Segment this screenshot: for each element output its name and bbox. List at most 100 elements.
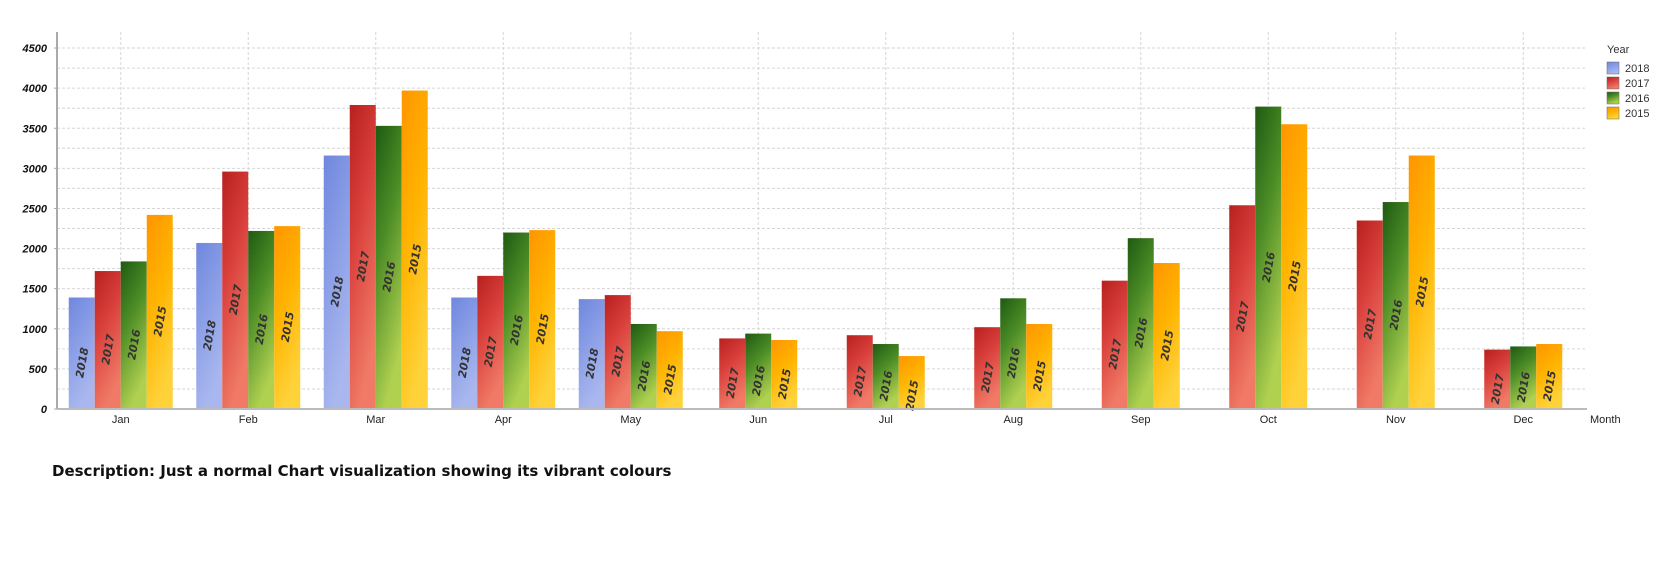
legend-label-2016: 2016 [1625, 93, 1649, 105]
bar-label: 2017 [851, 365, 869, 398]
bar-label: 2018 [201, 319, 219, 352]
bar-label: 2017 [227, 283, 245, 316]
chart-description: Description: Just a normal Chart visuali… [52, 462, 672, 480]
y-tick-label: 1000 [23, 324, 48, 336]
bar-label: 2017 [1489, 372, 1507, 405]
bar-label: 2017 [979, 361, 997, 394]
bar-dec-2015 [1536, 344, 1563, 409]
bar-feb-2018 [196, 242, 223, 409]
legend-swatch-2015 [1606, 106, 1620, 120]
y-tick-label: 2000 [22, 244, 48, 256]
bar-jan-2017 [94, 271, 121, 409]
bar-jan-2018 [68, 297, 95, 409]
bar-label: 2015 [534, 312, 552, 345]
bar-label: 2015 [903, 379, 921, 412]
bar-label: 2015 [1541, 369, 1559, 402]
bar-label: 2015 [1413, 275, 1431, 308]
legend-label-2015: 2015 [1625, 108, 1649, 120]
x-tick-label: Oct [1260, 414, 1277, 426]
bar-dec-2017 [1484, 349, 1511, 409]
y-tick-label: 2500 [22, 203, 48, 215]
bar-jul-2016 [872, 344, 899, 409]
x-tick-label: Jan [112, 414, 130, 426]
bar-label: 2016 [1132, 316, 1150, 349]
x-tick-label: Aug [1003, 414, 1023, 426]
x-tick-label: Jun [749, 414, 767, 426]
y-tick-label: 3000 [23, 163, 48, 175]
legend-swatch-2017 [1606, 76, 1620, 90]
bar-label: 2015 [776, 367, 794, 400]
bar-nov-2017 [1356, 220, 1383, 409]
bar-label: 2016 [380, 260, 398, 293]
bar-label: 2016 [750, 364, 768, 397]
legend-label-2017: 2017 [1625, 78, 1649, 90]
legend-label-2018: 2018 [1625, 63, 1649, 75]
bar-jul-2015 [898, 356, 925, 409]
bar-nov-2015 [1408, 155, 1435, 409]
bar-label: 2016 [253, 313, 271, 346]
x-tick-label: Dec [1513, 414, 1533, 426]
bar-label: 2015 [406, 243, 424, 276]
bar-aug-2016 [1000, 298, 1027, 409]
bar-apr-2018 [451, 297, 478, 409]
y-tick-label: 500 [29, 364, 48, 376]
bar-label: 2017 [609, 345, 627, 378]
bar-label: 2015 [1031, 359, 1049, 392]
bar-may-2017 [604, 295, 631, 409]
bar-jun-2015 [771, 340, 798, 409]
bar-sep-2016 [1127, 238, 1154, 409]
bar-label: 2016 [508, 314, 526, 347]
legend: Year 2018 2017 2016 2015 [1606, 44, 1649, 120]
y-tick-label: 1500 [23, 284, 48, 296]
x-tick-label: Apr [495, 414, 512, 426]
bar-label: 2015 [1158, 329, 1176, 362]
bar-apr-2015 [529, 230, 556, 409]
bar-label: 2018 [583, 347, 601, 380]
bar-label: 2015 [661, 363, 679, 396]
bar-oct-2017 [1229, 205, 1256, 409]
bar-feb-2017 [222, 171, 249, 409]
grid-lines [57, 32, 1587, 409]
bar-jun-2017 [719, 338, 746, 409]
bar-nov-2016 [1382, 202, 1409, 409]
bar-label: 2017 [1106, 338, 1124, 371]
y-tick-label: 4500 [22, 43, 48, 55]
bar-label: 2015 [279, 310, 297, 343]
bar-oct-2015 [1281, 124, 1308, 409]
bar-label: 2016 [1387, 298, 1405, 331]
bar-label: 2017 [354, 250, 372, 283]
x-tick-label: Mar [366, 414, 385, 426]
bar-apr-2017 [477, 275, 504, 409]
bar-label: 2016 [635, 359, 653, 392]
bar-may-2016 [630, 323, 657, 409]
bar-jan-2015 [146, 214, 173, 409]
x-tick-label: Nov [1386, 414, 1406, 426]
bar-mar-2016 [375, 125, 402, 409]
bar-label: 2017 [1361, 308, 1379, 341]
bar-feb-2016 [248, 230, 275, 409]
bar-mar-2017 [349, 104, 376, 409]
bar-label: 2016 [1515, 371, 1533, 404]
x-tick-label: Jul [879, 414, 893, 426]
bar-oct-2016 [1255, 106, 1282, 409]
bar-label: 2016 [877, 369, 895, 402]
bar-label: 2018 [456, 346, 474, 379]
legend-swatch-2018 [1606, 61, 1620, 75]
axes: Jan Feb Mar Apr May Jun Jul Aug Sep Oct Nov Dec 0 500… [22, 32, 1587, 426]
bar-aug-2015 [1026, 323, 1053, 409]
bar-feb-2015 [274, 226, 301, 409]
legend-title: Year [1607, 44, 1630, 56]
legend-swatch-2016 [1606, 91, 1620, 105]
bar-label: 2018 [328, 275, 346, 308]
bar-jul-2017 [846, 335, 873, 409]
bar-label: 2016 [1005, 347, 1023, 380]
bar-sep-2015 [1153, 263, 1180, 409]
bar-label: 2017 [99, 333, 117, 366]
bar-label: 2017 [1234, 300, 1252, 333]
bar-mar-2018 [323, 155, 350, 409]
bar-aug-2017 [974, 327, 1001, 409]
bar-label: 2017 [724, 367, 742, 400]
bar-jan-2016 [120, 261, 147, 409]
bar-label: 2017 [482, 335, 500, 368]
